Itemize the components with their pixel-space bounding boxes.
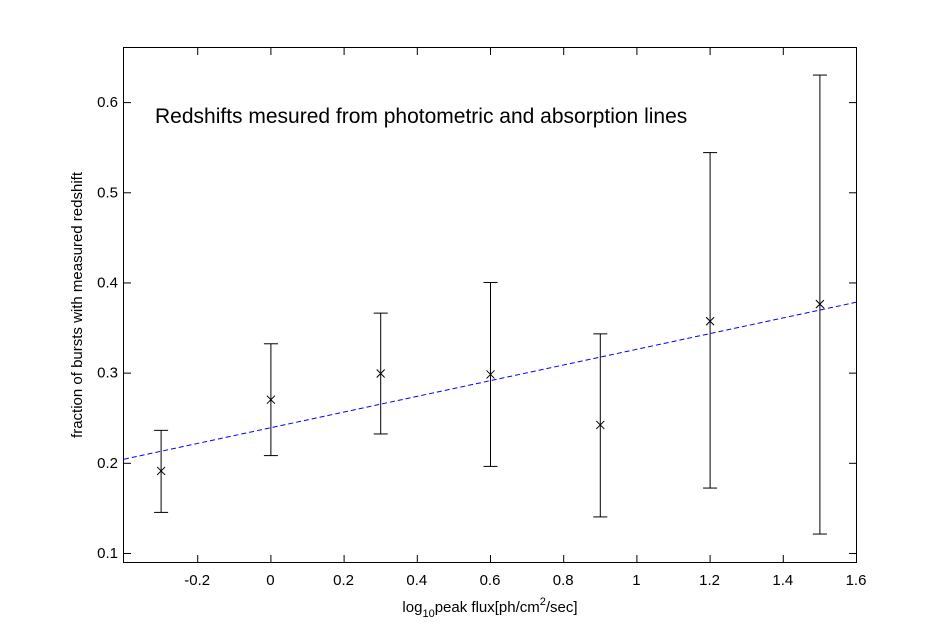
x-axis-label: log10peak flux[ph/cm2/sec] xyxy=(402,596,577,620)
y-tick-label: 0.4 xyxy=(97,274,118,291)
data-point xyxy=(815,299,825,309)
x-tick-label: 1.2 xyxy=(699,572,720,589)
marker-stroke xyxy=(156,466,166,476)
marker-stroke xyxy=(486,370,495,379)
x-tick-label: 0.2 xyxy=(333,572,354,589)
data-point xyxy=(595,420,605,430)
fit-line xyxy=(123,301,857,460)
x-tick-label: 0.6 xyxy=(480,572,501,589)
data-point xyxy=(156,466,166,476)
axis-ticks xyxy=(124,48,857,562)
error-bars xyxy=(154,74,827,535)
marker-stroke xyxy=(595,420,605,430)
data-point xyxy=(266,395,276,405)
marker-stroke xyxy=(705,316,715,326)
data-point xyxy=(486,370,495,379)
data-point xyxy=(705,316,715,326)
x-tick-label: 1 xyxy=(632,572,640,589)
data-point xyxy=(376,369,386,378)
y-tick-label: 0.5 xyxy=(97,184,118,201)
x-tick-label: -0.2 xyxy=(184,572,210,589)
x-tick-label: 1.4 xyxy=(772,572,793,589)
marker-stroke xyxy=(815,299,825,309)
marker-stroke xyxy=(376,369,386,378)
data-markers xyxy=(156,299,825,476)
chart-annotation: Redshifts mesured from photometric and a… xyxy=(155,105,687,128)
y-tick-labels: 0.1 0.2 0.3 0.4 0.5 0.6 xyxy=(97,94,118,562)
y-tick-label: 0.2 xyxy=(97,455,118,472)
x-tick-label: 0 xyxy=(266,572,274,589)
y-tick-label: 0.6 xyxy=(97,94,118,111)
y-tick-label: 0.3 xyxy=(97,365,118,382)
y-axis-label: fraction of bursts with measured redshif… xyxy=(69,171,86,438)
x-tick-label: 0.4 xyxy=(406,572,427,589)
y-tick-label: 0.1 xyxy=(97,545,118,562)
marker-stroke xyxy=(266,395,276,405)
x-tick-labels: -0.2 0 0.2 0.4 0.6 0.8 1 1.2 1.4 1.6 xyxy=(184,572,866,589)
x-tick-label: 0.8 xyxy=(553,572,574,589)
x-tick-label: 1.6 xyxy=(846,572,867,589)
fit-line-group xyxy=(123,301,857,460)
